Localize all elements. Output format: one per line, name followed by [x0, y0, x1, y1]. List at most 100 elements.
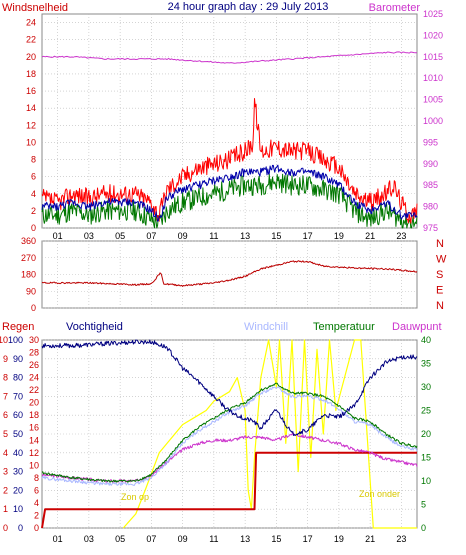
humidity-tick: 70 — [13, 391, 23, 401]
direction-series — [41, 260, 418, 287]
humidity-tick: 40 — [13, 448, 23, 458]
hour-tick-label: 17 — [303, 534, 313, 544]
hour-tick-label: 19 — [334, 231, 344, 241]
rain-tick: 9 — [3, 354, 8, 364]
lowest-wind-line — [41, 173, 418, 229]
sunshine-line — [122, 339, 417, 529]
sunset-annotation: Zon onder — [359, 489, 400, 499]
wind-speed-tick: 22 — [26, 35, 36, 45]
temperature-left-tick: 0 — [34, 523, 39, 533]
hour-tick-label: 13 — [240, 231, 250, 241]
climate-tick-labels: 1098765432101009080706050403020100302826… — [0, 335, 431, 533]
wind-speed-tick: 16 — [26, 86, 36, 96]
hour-tick-label: 23 — [396, 231, 406, 241]
compass-tick: W — [436, 254, 447, 266]
hour-tick-label: 21 — [365, 231, 375, 241]
hour-tick-label: 19 — [334, 534, 344, 544]
direction-degree-tick: 90 — [26, 286, 36, 296]
temperature-left-tick: 8 — [34, 473, 39, 483]
compass-tick: S — [436, 269, 443, 281]
hour-tick-label: 15 — [271, 534, 281, 544]
rain-tick: 2 — [3, 485, 8, 495]
hour-tick-label: 11 — [209, 534, 218, 544]
barometer-tick: 980 — [423, 202, 438, 212]
temperature-right-tick: 5 — [421, 500, 426, 510]
rain-tick: 1 — [3, 504, 8, 514]
windchill-label: Windchill — [244, 321, 288, 333]
humidity-line — [41, 339, 418, 436]
hour-tick-label: 17 — [303, 231, 313, 241]
wind-speed-tick: 10 — [26, 137, 36, 147]
temperature-right-tick: 35 — [421, 359, 431, 369]
temperature-label: Temperatuur — [313, 321, 375, 333]
temperature-left-tick: 10 — [29, 460, 39, 470]
wind-speed-tick: 20 — [26, 52, 36, 62]
direction-degree-tick: 360 — [21, 236, 36, 246]
wind-baro-series — [41, 51, 418, 229]
hour-tick-label: 15 — [271, 231, 281, 241]
barometer-tick: 1020 — [423, 30, 443, 40]
direction-degree-tick: 270 — [21, 253, 36, 263]
direction-degree-tick: 180 — [21, 270, 36, 280]
wind-speed-tick: 0 — [31, 223, 36, 233]
temperature-left-tick: 2 — [34, 510, 39, 520]
rain-tick: 7 — [3, 391, 8, 401]
temperature-left-tick: 12 — [29, 448, 39, 458]
compass-tick: E — [436, 285, 443, 297]
humidity-tick: 60 — [13, 410, 23, 420]
barometer-tick: 1025 — [423, 9, 443, 19]
humidity-tick: 20 — [13, 485, 23, 495]
barometer-tick: 990 — [423, 159, 438, 169]
wind-baro-plot-frame — [41, 13, 418, 229]
rain-tick: 5 — [3, 429, 8, 439]
dewpoint-label: Dauwpunt — [392, 321, 442, 333]
temperature-left-tick: 4 — [34, 498, 39, 508]
hour-tick-label: 01 — [53, 534, 63, 544]
wind-speed-axis-label: Windsnelheid — [2, 2, 68, 14]
rain-tick: 10 — [0, 335, 8, 345]
humidity-tick: 90 — [13, 354, 23, 364]
barometer-tick: 995 — [423, 137, 438, 147]
temperature-left-tick: 14 — [29, 435, 39, 445]
temperature-right-tick: 30 — [421, 382, 431, 392]
temperature-left-tick: 20 — [29, 398, 39, 408]
graph-title: 24 hour graph day : 29 July 2013 — [168, 1, 329, 13]
pressure-line — [41, 51, 417, 64]
climate-series — [41, 339, 418, 529]
humidity-tick: 10 — [13, 504, 23, 514]
hour-tick-label: 21 — [365, 534, 375, 544]
temperature-left-tick: 26 — [29, 360, 39, 370]
hour-tick-label: 11 — [209, 231, 218, 241]
humidity-tick: 100 — [8, 335, 23, 345]
direction-degree-labels: 360 270 180 90 0 — [21, 236, 36, 313]
temperature-right-tick: 15 — [421, 453, 431, 463]
humidity-tick: 0 — [18, 523, 23, 533]
hour-tick-labels-top: 01 03 05 07 09 11 13 15 17 19 21 23 — [53, 231, 407, 241]
barometer-tick: 1010 — [423, 73, 443, 83]
hour-tick-label: 09 — [178, 231, 188, 241]
temperature-left-tick: 22 — [29, 385, 39, 395]
compass-tick: N — [436, 238, 444, 250]
humidity-tick: 80 — [13, 373, 23, 383]
hour-tick-labels-bottom: 01 03 05 07 09 11 13 15 17 19 21 23 — [53, 534, 407, 544]
rain-tick: 0 — [3, 523, 8, 533]
temperature-right-tick: 0 — [421, 523, 426, 533]
gust-wind-line — [41, 98, 418, 224]
barometer-tick-labels: 1025 1020 1015 1010 1005 1000 995 990 985 980 975 — [423, 9, 443, 233]
barometer-tick: 1005 — [423, 95, 443, 105]
temperature-right-tick: 25 — [421, 406, 431, 416]
hour-tick-label: 03 — [84, 231, 94, 241]
rain-tick: 4 — [3, 448, 8, 458]
direction-gridlines — [42, 240, 417, 309]
barometer-tick: 985 — [423, 180, 438, 190]
hour-tick-label: 07 — [146, 534, 156, 544]
temperature-right-tick: 40 — [421, 335, 431, 345]
hour-tick-label: 05 — [115, 231, 125, 241]
sunrise-annotation: Zon op — [121, 492, 149, 502]
temperature-left-tick: 16 — [29, 423, 39, 433]
compass-tick: N — [436, 300, 444, 312]
humidity-label: Vochtigheid — [66, 321, 123, 333]
humidity-tick: 30 — [13, 467, 23, 477]
